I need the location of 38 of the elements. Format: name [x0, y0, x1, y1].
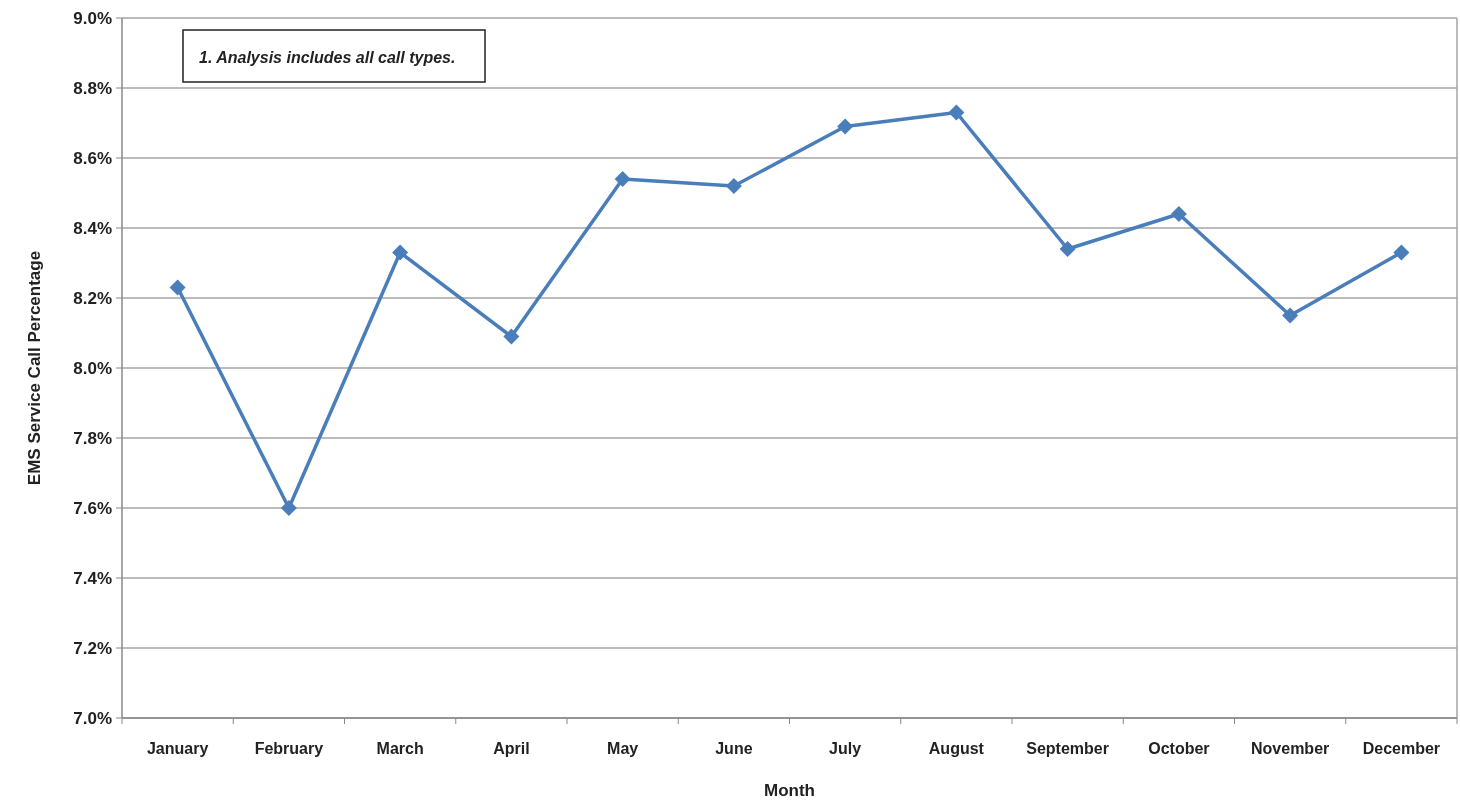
point [1059, 241, 1076, 257]
x-tick-label: March [376, 740, 424, 757]
y-tick-label: 9.0% [73, 8, 112, 28]
point [1393, 244, 1410, 261]
point [169, 279, 186, 296]
x-tick-label: December [1362, 740, 1441, 757]
x-axis-title: Month [764, 781, 815, 800]
y-tick-label: 8.4% [73, 218, 112, 238]
point [1282, 307, 1299, 324]
y-tick-label: 8.0% [73, 358, 112, 378]
y-tick-label: 7.2% [73, 638, 112, 658]
point [280, 500, 297, 516]
y-tick-label: 7.4% [73, 568, 112, 588]
y-tick-label: 8.2% [73, 288, 112, 308]
x-tick-label: April [493, 740, 530, 757]
point [392, 244, 409, 261]
x-tick-label: January [146, 740, 209, 757]
x-tick-label: February [254, 740, 324, 757]
x-tick-label: September [1026, 740, 1109, 757]
x-tick-label: June [715, 740, 753, 757]
y-tick-label: 7.6% [73, 498, 112, 518]
point [948, 104, 965, 121]
point [837, 118, 854, 135]
x-tick-label: July [829, 740, 862, 757]
x-tick-label: November [1251, 740, 1330, 757]
x-tick-label: October [1148, 740, 1210, 757]
x-tick-label: August [928, 740, 985, 757]
point [503, 328, 520, 345]
y-tick-label: 7.0% [73, 708, 112, 728]
point [1170, 206, 1187, 222]
y-tick-label: 8.6% [73, 148, 112, 168]
x-tick-label: May [607, 740, 639, 757]
y-axis-title: EMS Service Call Percentage [25, 250, 44, 486]
point [725, 178, 742, 194]
point [614, 171, 631, 187]
y-tick-label: 8.8% [73, 78, 112, 98]
annotation: 1. Analysis includes all call types. [199, 48, 456, 66]
y-tick-label: 7.8% [73, 428, 112, 448]
